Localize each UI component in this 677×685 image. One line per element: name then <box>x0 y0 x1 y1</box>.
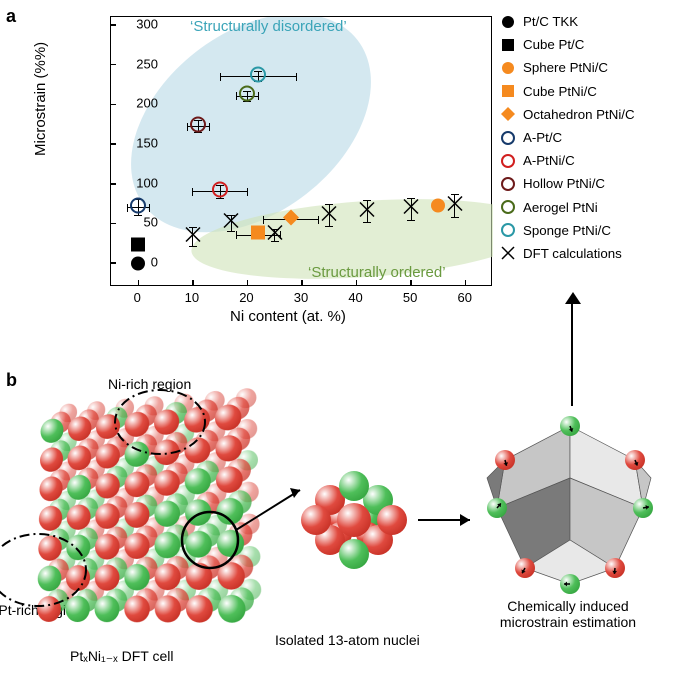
polyhedron-graphic <box>485 418 655 588</box>
legend-marker-icon <box>498 37 518 53</box>
legend-marker-icon <box>498 153 518 169</box>
data-point <box>446 195 464 218</box>
data-point <box>184 225 202 248</box>
x-tick: 60 <box>457 290 471 305</box>
data-point <box>249 224 267 247</box>
data-point <box>249 65 267 88</box>
legend-marker-icon <box>498 14 518 30</box>
y-tick: 200 <box>118 96 158 111</box>
x-tick: 0 <box>134 290 141 305</box>
x-axis-label: Ni content (at. %) <box>230 308 346 325</box>
legend-label: Sponge PtNi/C <box>523 223 611 238</box>
legend-item: Hollow PtNi/C <box>498 172 676 195</box>
y-tick: 100 <box>118 175 158 190</box>
legend-label: Hollow PtNi/C <box>523 176 605 191</box>
legend-marker-icon <box>498 199 518 215</box>
legend-label: Cube Pt/C <box>523 37 584 52</box>
legend-item: Cube Pt/C <box>498 33 676 56</box>
x-tick: 50 <box>403 290 417 305</box>
y-tick: 300 <box>118 16 158 31</box>
data-point <box>358 200 376 223</box>
legend-label: DFT calculations <box>523 246 622 261</box>
legend-label: Pt/C TKK <box>523 14 578 29</box>
plot-box <box>110 16 492 286</box>
y-tick: 0 <box>118 255 158 270</box>
x-tick: 40 <box>348 290 362 305</box>
panel-b: Ni-rich region Pt-rich region PtₓNi₁₋ₓ D… <box>0 370 677 680</box>
y-tick: 250 <box>118 56 158 71</box>
data-point <box>189 115 207 138</box>
data-point <box>282 208 300 231</box>
legend-marker-icon <box>498 222 518 238</box>
chart-legend: Pt/C TKK Cube Pt/C Sphere PtNi/C Cube PtNi/… <box>498 10 676 265</box>
legend-label: Aerogel PtNi <box>523 200 598 215</box>
legend-marker-icon <box>498 60 518 76</box>
y-tick: 50 <box>118 215 158 230</box>
legend-marker-icon <box>498 245 518 261</box>
legend-marker-icon <box>498 83 518 99</box>
data-point <box>238 85 256 108</box>
microstrain-chart: Microstrain (%%) Ni content (at. %) 0501… <box>60 6 494 336</box>
region-label-ordered: ‘Structurally ordered’ <box>308 264 446 281</box>
data-point <box>222 212 240 235</box>
y-tick: 150 <box>118 136 158 151</box>
legend-label: Cube PtNi/C <box>523 84 597 99</box>
data-point <box>211 180 229 203</box>
legend-marker-icon <box>498 106 518 122</box>
legend-marker-icon <box>498 130 518 146</box>
legend-marker-icon <box>498 176 518 192</box>
data-point <box>320 204 338 227</box>
legend-item: Cube PtNi/C <box>498 80 676 103</box>
x-tick: 30 <box>294 290 308 305</box>
legend-label: Sphere PtNi/C <box>523 60 608 75</box>
legend-item: Octahedron PtNi/C <box>498 103 676 126</box>
legend-item: DFT calculations <box>498 242 676 265</box>
x-tick: 10 <box>185 290 199 305</box>
legend-item: A-Pt/C <box>498 126 676 149</box>
legend-item: A-PtNi/C <box>498 149 676 172</box>
legend-item: Sphere PtNi/C <box>498 56 676 79</box>
region-label-disordered: ‘Structurally disordered’ <box>190 18 347 35</box>
data-point <box>402 198 420 221</box>
legend-label: A-PtNi/C <box>523 153 575 168</box>
y-axis-label: Microstrain (%%) <box>32 42 49 156</box>
nuclei-graphic <box>290 456 418 584</box>
legend-item: Sponge PtNi/C <box>498 219 676 242</box>
x-tick: 20 <box>239 290 253 305</box>
legend-label: A-Pt/C <box>523 130 562 145</box>
data-point <box>429 196 447 219</box>
panel-a-label: a <box>6 6 16 27</box>
legend-item: Pt/C TKK <box>498 10 676 33</box>
legend-label: Octahedron PtNi/C <box>523 107 635 122</box>
legend-item: Aerogel PtNi <box>498 196 676 219</box>
data-point <box>266 224 284 247</box>
